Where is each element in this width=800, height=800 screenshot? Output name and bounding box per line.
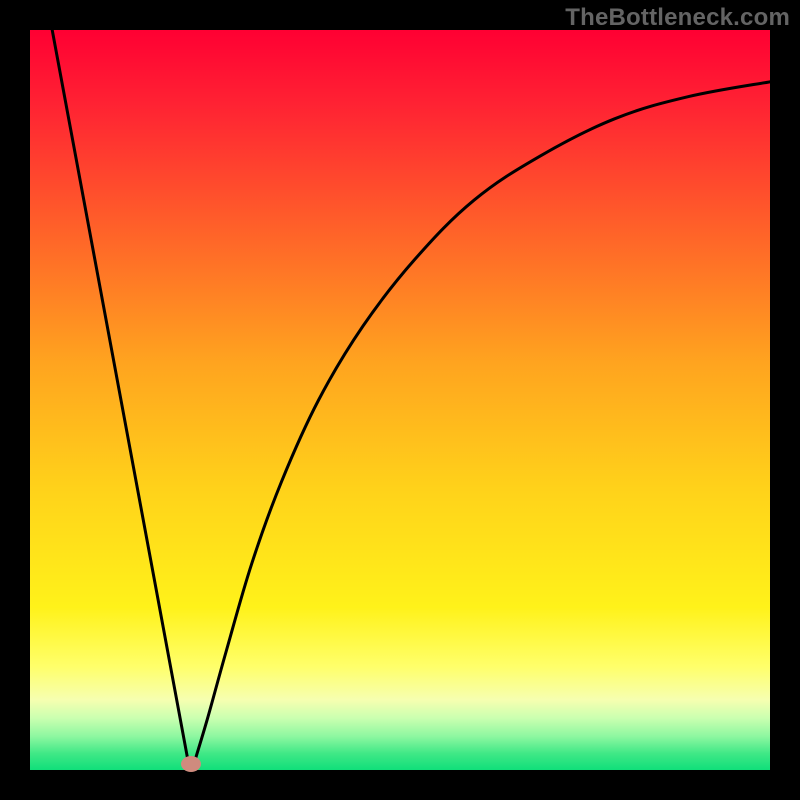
minimum-marker bbox=[181, 756, 201, 772]
curve-path bbox=[194, 82, 770, 763]
plot-area bbox=[30, 30, 770, 770]
chart-container: TheBottleneck.com bbox=[0, 0, 800, 800]
watermark-text: TheBottleneck.com bbox=[565, 4, 790, 32]
chart-svg bbox=[30, 30, 770, 770]
curve-path bbox=[52, 30, 188, 763]
